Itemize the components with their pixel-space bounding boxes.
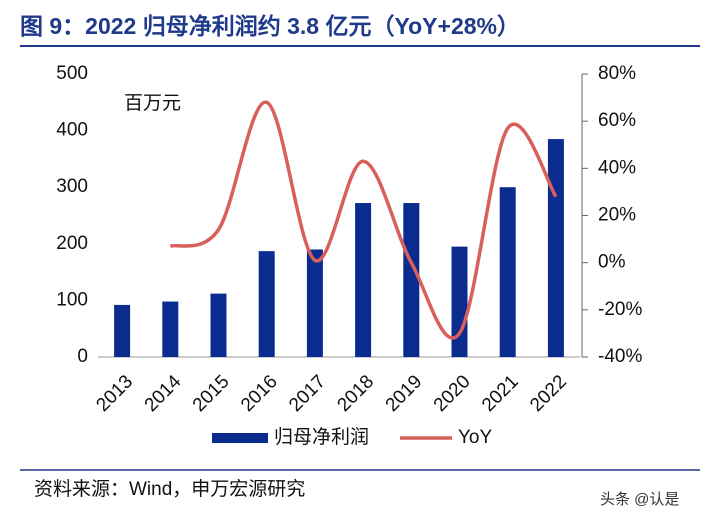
x-tick-label: 2018 [333, 371, 378, 416]
y-tick-label: 0 [77, 346, 88, 367]
bar [403, 203, 420, 357]
y2-tick-label: -40% [598, 346, 642, 367]
legend-swatch [212, 433, 268, 443]
y2-tick-label: 80% [598, 63, 636, 84]
y-tick-label: 400 [56, 120, 88, 141]
bar [547, 139, 564, 357]
x-tick-label: 2014 [141, 371, 186, 416]
x-tick-label: 2016 [237, 371, 282, 416]
chart-title: 图 9：2022 归母净利润约 3.8 亿元（YoY+28%） [20, 13, 520, 39]
x-tick-label: 2017 [285, 371, 330, 416]
watermark: 头条 @认是 [600, 491, 679, 508]
bar [162, 301, 179, 357]
bar [355, 203, 372, 357]
bar [499, 187, 516, 357]
bar [306, 249, 323, 357]
y-tick-label: 300 [56, 176, 88, 197]
y-tick-label: 200 [56, 233, 88, 254]
bar [210, 293, 227, 357]
y2-tick-label: -20% [598, 299, 642, 320]
line [169, 100, 558, 340]
y-tick-label: 100 [56, 289, 88, 310]
x-tick-label: 2021 [478, 371, 523, 416]
y2-tick-label: 60% [598, 110, 636, 131]
bar [451, 246, 468, 357]
y2-tick-label: 20% [598, 205, 636, 226]
legend-label: 归母净利润 [274, 426, 369, 448]
unit-label: 百万元 [124, 93, 181, 114]
x-tick-label: 2019 [382, 371, 427, 416]
y-tick-label: 500 [56, 63, 88, 84]
legend-label: YoY [458, 427, 492, 448]
bar [258, 251, 275, 357]
y2-tick-label: 40% [598, 157, 636, 178]
x-tick-label: 2022 [526, 371, 571, 416]
x-tick-label: 2020 [430, 371, 475, 416]
bar [114, 304, 131, 357]
x-tick-label: 2015 [189, 371, 234, 416]
y2-tick-label: 0% [598, 252, 626, 273]
x-tick-label: 2013 [92, 371, 137, 416]
source: 资料来源：Wind，申万宏源研究 [34, 478, 305, 500]
